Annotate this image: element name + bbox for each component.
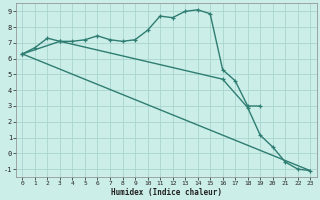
X-axis label: Humidex (Indice chaleur): Humidex (Indice chaleur) [111, 188, 222, 197]
